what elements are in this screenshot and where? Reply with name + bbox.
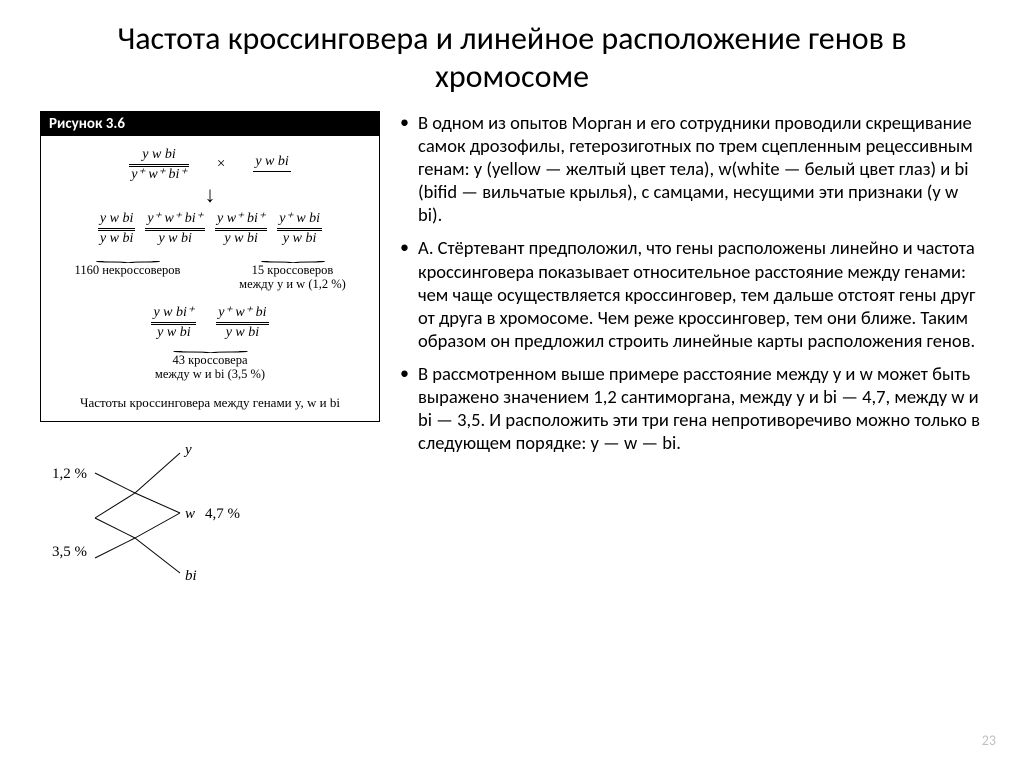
svg-text:4,7 %: 4,7 % [205,506,240,522]
bracket3-label-b: между w и bi (3,5 %) [47,367,373,381]
genotype: y w biy w bi [98,212,135,246]
bracket1-label: 1160 некроссоверов [47,263,208,277]
figure-header: Рисунок 3.6 [41,112,379,136]
figure-caption: Частоты кроссинговера между генами y, w … [47,395,373,411]
genotype: y w bi⁺y w bi [151,306,196,340]
list-item: А. Стёртевант предположил, что гены расп… [396,236,984,352]
parent1-genotype: y w bi y⁺ w⁺ bi⁺ [129,148,189,182]
genotype: y⁺ w⁺ biy w bi [216,306,268,340]
figure-body: y w bi y⁺ w⁺ bi⁺ × y w bi ↓ y w biy w bi [41,136,379,422]
svg-text:w: w [185,506,195,522]
cross-sign: × [217,156,225,173]
svg-text:y: y [183,442,192,458]
offspring-row-2: y w bi⁺y w bi y⁺ w⁺ biy w bi [47,306,373,340]
gene-tree-diagram: y w bi 1,2 % 3,5 % 4,7 % [40,438,270,588]
arrow-down-icon: ↓ [47,184,373,206]
genotype: y⁺ w biy w bi [277,212,322,246]
page-title: Частота кроссинговера и линейное располо… [40,20,984,97]
bracket3-label-a: 43 кроссовера [47,353,373,367]
left-column: Рисунок 3.6 y w bi y⁺ w⁺ bi⁺ × y w bi [40,111,380,594]
svg-text:bi: bi [185,568,197,584]
svg-text:1,2 %: 1,2 % [52,466,87,482]
bracket2-label-b: между y и w (1,2 %) [212,277,373,291]
list-item: В одном из опытов Морган и его сотрудник… [396,111,984,227]
parent-cross: y w bi y⁺ w⁺ bi⁺ × y w bi [47,148,373,182]
parent2-genotype: y w bi [253,155,290,174]
offspring-row-1: y w biy w bi y⁺ w⁺ bi⁺y w bi y w⁺ bi⁺y w… [47,212,373,246]
bracket2-label-a: 15 кроссоверов [212,263,373,277]
genotype: y⁺ w⁺ bi⁺y w bi [145,212,205,246]
content-row: Рисунок 3.6 y w bi y⁺ w⁺ bi⁺ × y w bi [40,111,984,594]
right-column: В одном из опытов Морган и его сотрудник… [396,111,984,594]
figure-box: Рисунок 3.6 y w bi y⁺ w⁺ bi⁺ × y w bi [40,111,380,423]
page-number: 23 [982,732,996,749]
bullet-list: В одном из опытов Морган и его сотрудник… [396,111,984,455]
genotype: y w⁺ bi⁺y w bi [215,212,267,246]
list-item: В рассмотренном выше примере расстояние … [396,362,984,455]
svg-text:3,5 %: 3,5 % [52,544,87,560]
brace-row-1: ⏟ 1160 некроссоверов ⏟ 15 кроссоверов ме… [47,250,373,292]
